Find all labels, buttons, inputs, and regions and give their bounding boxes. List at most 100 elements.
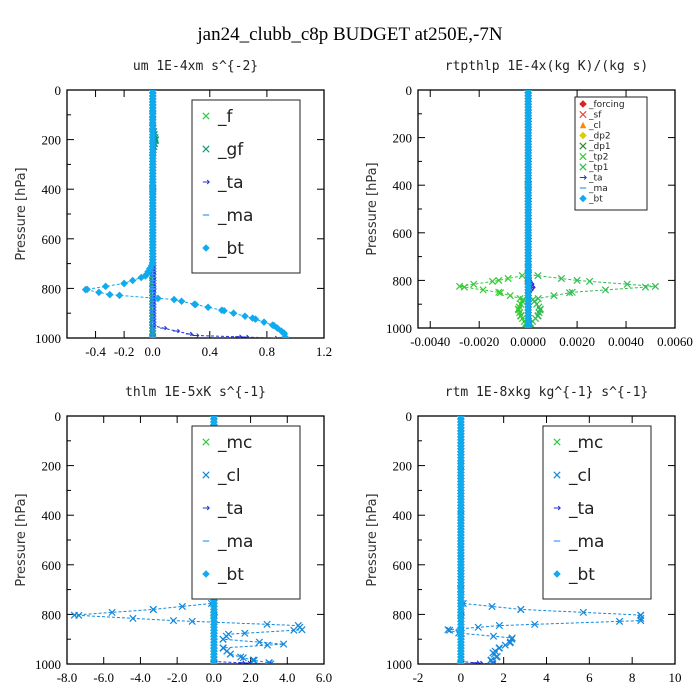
x-tick-label: -0.0020 bbox=[459, 334, 499, 349]
legend-box bbox=[191, 99, 301, 274]
legend-label: _ma bbox=[588, 184, 608, 194]
legend-label: _bt bbox=[568, 565, 595, 585]
data-point bbox=[518, 272, 526, 280]
data-point bbox=[177, 297, 186, 306]
legend-label: _mc bbox=[217, 433, 252, 453]
y-tick-label: 1000 bbox=[35, 331, 61, 346]
legend-marker bbox=[553, 471, 561, 479]
y-tick-label: 0 bbox=[55, 83, 62, 98]
panel-3: thlm 1E-5xK s^{-1}02004006008001000-8.0-… bbox=[14, 385, 332, 685]
data-point bbox=[255, 638, 264, 646]
series-group bbox=[81, 90, 290, 338]
data-point bbox=[160, 325, 168, 331]
data-point bbox=[270, 335, 278, 338]
data-point bbox=[204, 303, 212, 312]
data-point bbox=[534, 272, 542, 280]
y-tick-label: 0 bbox=[55, 409, 62, 424]
y-tick-label: 800 bbox=[393, 273, 413, 288]
legend-marker bbox=[202, 179, 210, 185]
x-tick-label: -2.0 bbox=[167, 670, 188, 685]
y-tick-label: 600 bbox=[393, 226, 413, 241]
data-point bbox=[489, 632, 498, 640]
y-tick-label: 600 bbox=[42, 232, 62, 247]
legend-label: _ta bbox=[568, 499, 595, 519]
data-point bbox=[495, 621, 504, 630]
data-point bbox=[460, 283, 468, 291]
legend-label: _bt bbox=[588, 195, 603, 205]
data-point bbox=[457, 660, 465, 664]
legend-label: _mc bbox=[568, 433, 603, 453]
data-point bbox=[489, 660, 497, 664]
y-tick-label: 600 bbox=[393, 558, 413, 573]
data-point bbox=[149, 334, 157, 338]
legend-marker bbox=[579, 152, 587, 161]
legend-label: _tp1 bbox=[588, 163, 608, 173]
y-tick-label: 1000 bbox=[386, 657, 412, 672]
legend: _forcing_sf_cl_dp2_dp1_tp2_tp1_ta_ma_bt bbox=[574, 96, 648, 211]
x-tick-label: 4 bbox=[543, 670, 550, 685]
data-point bbox=[470, 280, 478, 288]
data-point bbox=[226, 650, 235, 658]
legend-label: _ma bbox=[568, 532, 604, 552]
data-point bbox=[242, 334, 250, 338]
x-tick-label: 6 bbox=[586, 670, 593, 685]
data-point bbox=[241, 312, 249, 320]
x-tick-label: 2.0 bbox=[242, 670, 258, 685]
data-point bbox=[237, 653, 245, 661]
x-tick-label: 0.0 bbox=[145, 344, 161, 359]
data-point bbox=[501, 641, 509, 649]
series-line bbox=[459, 90, 529, 328]
legend-marker bbox=[579, 131, 587, 140]
legend-marker bbox=[202, 471, 210, 479]
x-tick-label: 6.0 bbox=[316, 670, 332, 685]
x-tick-label: 0.4 bbox=[202, 344, 219, 359]
data-point bbox=[524, 324, 532, 328]
series-group bbox=[455, 90, 660, 328]
legend-box bbox=[574, 96, 648, 211]
x-tick-label: 8 bbox=[629, 670, 636, 685]
legend: _mc _cl _ta _ma _bt bbox=[542, 425, 652, 600]
x-tick-label: 0 bbox=[458, 670, 465, 685]
data-point bbox=[265, 661, 273, 664]
data-point bbox=[506, 639, 514, 647]
x-tick-label: 10 bbox=[669, 670, 682, 685]
data-point bbox=[95, 288, 103, 297]
data-point bbox=[250, 656, 258, 664]
series-bt bbox=[457, 416, 465, 664]
data-point bbox=[651, 282, 660, 290]
legend-label: _tp2 bbox=[588, 153, 608, 163]
data-point bbox=[506, 292, 514, 300]
x-tick-label: 0.0 bbox=[206, 670, 222, 685]
data-point bbox=[263, 620, 271, 628]
y-axis-label: Pressure [hPa] bbox=[365, 162, 380, 255]
legend-marker bbox=[579, 163, 587, 171]
x-tick-label: 1.2 bbox=[316, 344, 332, 359]
legend-marker bbox=[202, 112, 210, 120]
data-point bbox=[279, 640, 288, 648]
data-point bbox=[637, 611, 645, 620]
series-line bbox=[447, 416, 642, 664]
data-point bbox=[235, 334, 243, 338]
x-tick-label: -8.0 bbox=[57, 670, 78, 685]
legend-marker bbox=[579, 142, 587, 150]
data-point bbox=[263, 641, 272, 649]
data-point bbox=[101, 282, 110, 291]
data-point bbox=[173, 328, 181, 334]
x-tick-label: -0.0040 bbox=[410, 334, 450, 349]
legend-label: _cl bbox=[217, 466, 241, 486]
data-point bbox=[251, 315, 260, 323]
legend-marker bbox=[579, 121, 587, 129]
legend-label: _cl bbox=[588, 121, 601, 131]
legend-marker bbox=[202, 505, 210, 511]
y-tick-label: 400 bbox=[393, 178, 413, 193]
data-point bbox=[495, 276, 503, 285]
data-point bbox=[290, 626, 298, 634]
legend-label: _bt bbox=[217, 239, 244, 259]
data-point bbox=[188, 617, 196, 625]
data-point bbox=[106, 290, 114, 299]
data-point bbox=[615, 617, 624, 625]
legend-label: _ma bbox=[217, 206, 253, 226]
y-tick-label: 0 bbox=[406, 409, 413, 424]
legend-marker bbox=[202, 570, 210, 578]
x-tick-label: -6.0 bbox=[93, 670, 114, 685]
